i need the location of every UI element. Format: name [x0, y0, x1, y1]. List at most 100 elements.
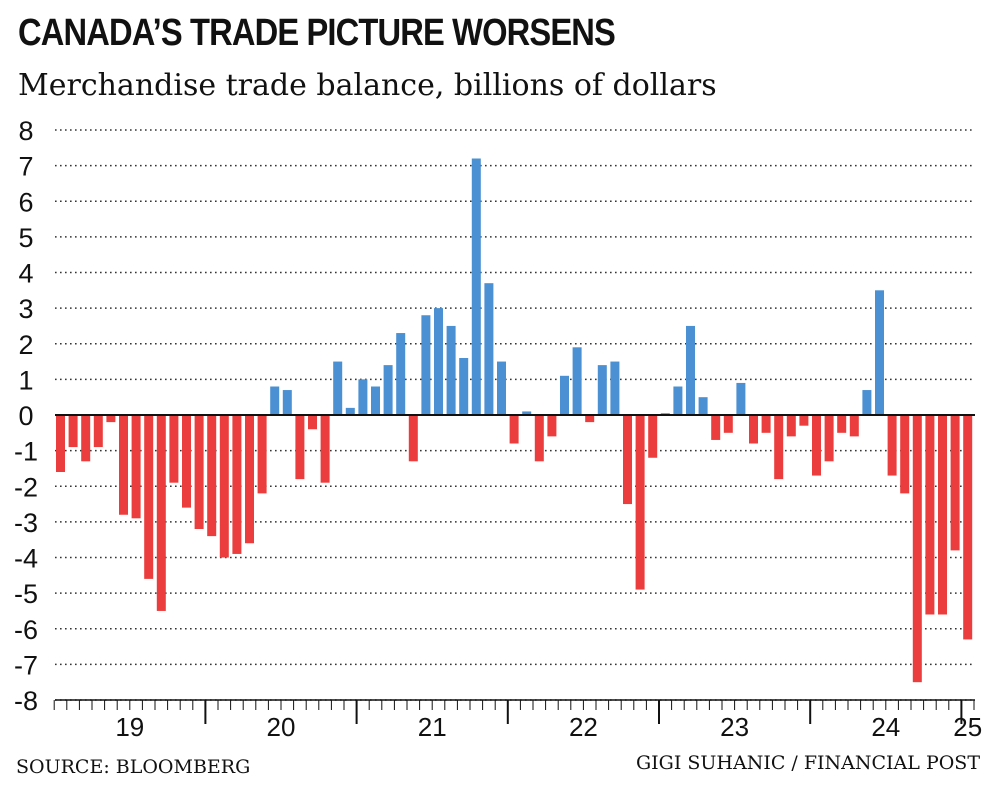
bar: [371, 386, 380, 415]
bar: [68, 415, 78, 448]
bar: [560, 375, 569, 415]
bar: [761, 415, 771, 433]
y-tick-label: 7: [18, 152, 33, 182]
x-tick-labels: 19 20 21 22 23 24 25: [115, 712, 982, 742]
chart-subtitle: Merchandise trade balance, billions of d…: [18, 68, 717, 103]
bars: [56, 158, 973, 683]
bar: [749, 415, 758, 444]
x-tick-label: 23: [720, 712, 749, 742]
bar: [169, 415, 179, 483]
bar: [648, 415, 658, 458]
bar: [774, 415, 784, 480]
y-tick-label: -4: [14, 544, 38, 574]
bar: [736, 382, 746, 415]
bar: [610, 361, 620, 415]
bar: [673, 386, 683, 415]
bar: [383, 365, 393, 416]
bar: [484, 283, 494, 415]
y-tick-label: 4: [18, 259, 33, 289]
y-tick-label: 8: [18, 116, 33, 146]
x-tick-label: 21: [418, 712, 447, 742]
bar: [698, 397, 708, 415]
bar: [194, 415, 204, 529]
y-tick-label: -8: [14, 686, 38, 716]
bar: [711, 415, 721, 440]
bar: [925, 415, 935, 615]
y-tick-label: 6: [18, 187, 33, 217]
bar: [812, 415, 821, 476]
y-tick-label: -3: [14, 508, 38, 538]
x-axis: [53, 414, 975, 724]
bar: [459, 358, 469, 415]
y-tick-label: -2: [14, 472, 38, 502]
bar: [862, 390, 872, 415]
bar: [308, 415, 317, 430]
bar: [182, 415, 191, 508]
bar: [295, 415, 305, 480]
bar: [119, 415, 128, 515]
bar: [270, 386, 280, 415]
bar: [849, 415, 859, 437]
bar: [824, 415, 834, 462]
bar: [81, 415, 91, 462]
y-tick-label: 3: [18, 294, 33, 324]
bar: [597, 365, 607, 416]
bar: [320, 415, 330, 483]
y-tick-label: 2: [18, 330, 33, 360]
bar: [686, 325, 695, 415]
x-tick-label: 20: [267, 712, 296, 742]
x-tick-label: 19: [115, 712, 144, 742]
bar: [623, 415, 632, 505]
bar: [408, 415, 418, 462]
bar: [635, 415, 645, 590]
bar: [534, 415, 544, 462]
bar: [421, 315, 431, 415]
bar: [333, 361, 343, 415]
bar: [257, 415, 267, 494]
bar: [207, 415, 217, 537]
bar: [723, 415, 733, 433]
bar: [471, 158, 481, 415]
bar: [938, 415, 947, 615]
bar: [900, 415, 910, 494]
credit-note: GIGI SUHANIC / FINANCIAL POST: [635, 752, 980, 774]
y-tick-label: 0: [18, 401, 33, 431]
bar: [144, 415, 154, 579]
bar: [219, 415, 229, 558]
source-note: SOURCE: BLOOMBERG: [16, 756, 251, 778]
bar: [585, 415, 595, 423]
bar: [56, 415, 65, 472]
bar: [837, 415, 847, 433]
bar: [887, 415, 897, 476]
bar: [799, 415, 809, 426]
bar: [547, 415, 557, 437]
chart-title: CANADA’S TRADE PICTURE WORSENS: [18, 12, 616, 54]
bar: [106, 415, 116, 423]
bar: [282, 390, 292, 415]
bar: [358, 379, 368, 416]
bar: [396, 333, 406, 415]
bar: [875, 290, 884, 415]
bar: [786, 415, 796, 437]
y-tick-label: -7: [14, 650, 38, 680]
bar: [345, 407, 355, 416]
bar: [497, 361, 506, 415]
bar: [131, 415, 141, 519]
y-tick-label: 5: [18, 223, 33, 253]
bar: [446, 325, 456, 415]
y-tick-label: -6: [14, 615, 38, 645]
bar: [156, 415, 166, 611]
bar: [509, 415, 519, 444]
y-tick-label: 1: [18, 365, 33, 395]
bar: [434, 308, 443, 416]
bar: [245, 415, 254, 544]
y-tick-labels: 8 7 6 5 4 3 2 1 0 -1 -2 -3 -4 -5 -6 -7 -8: [14, 116, 38, 716]
bar: [950, 415, 960, 551]
bar: [963, 415, 973, 640]
bar: [93, 415, 103, 448]
x-tick-label: 22: [569, 712, 598, 742]
x-tick-label: 25: [953, 712, 982, 742]
bar: [522, 411, 532, 415]
bar: [232, 415, 242, 554]
